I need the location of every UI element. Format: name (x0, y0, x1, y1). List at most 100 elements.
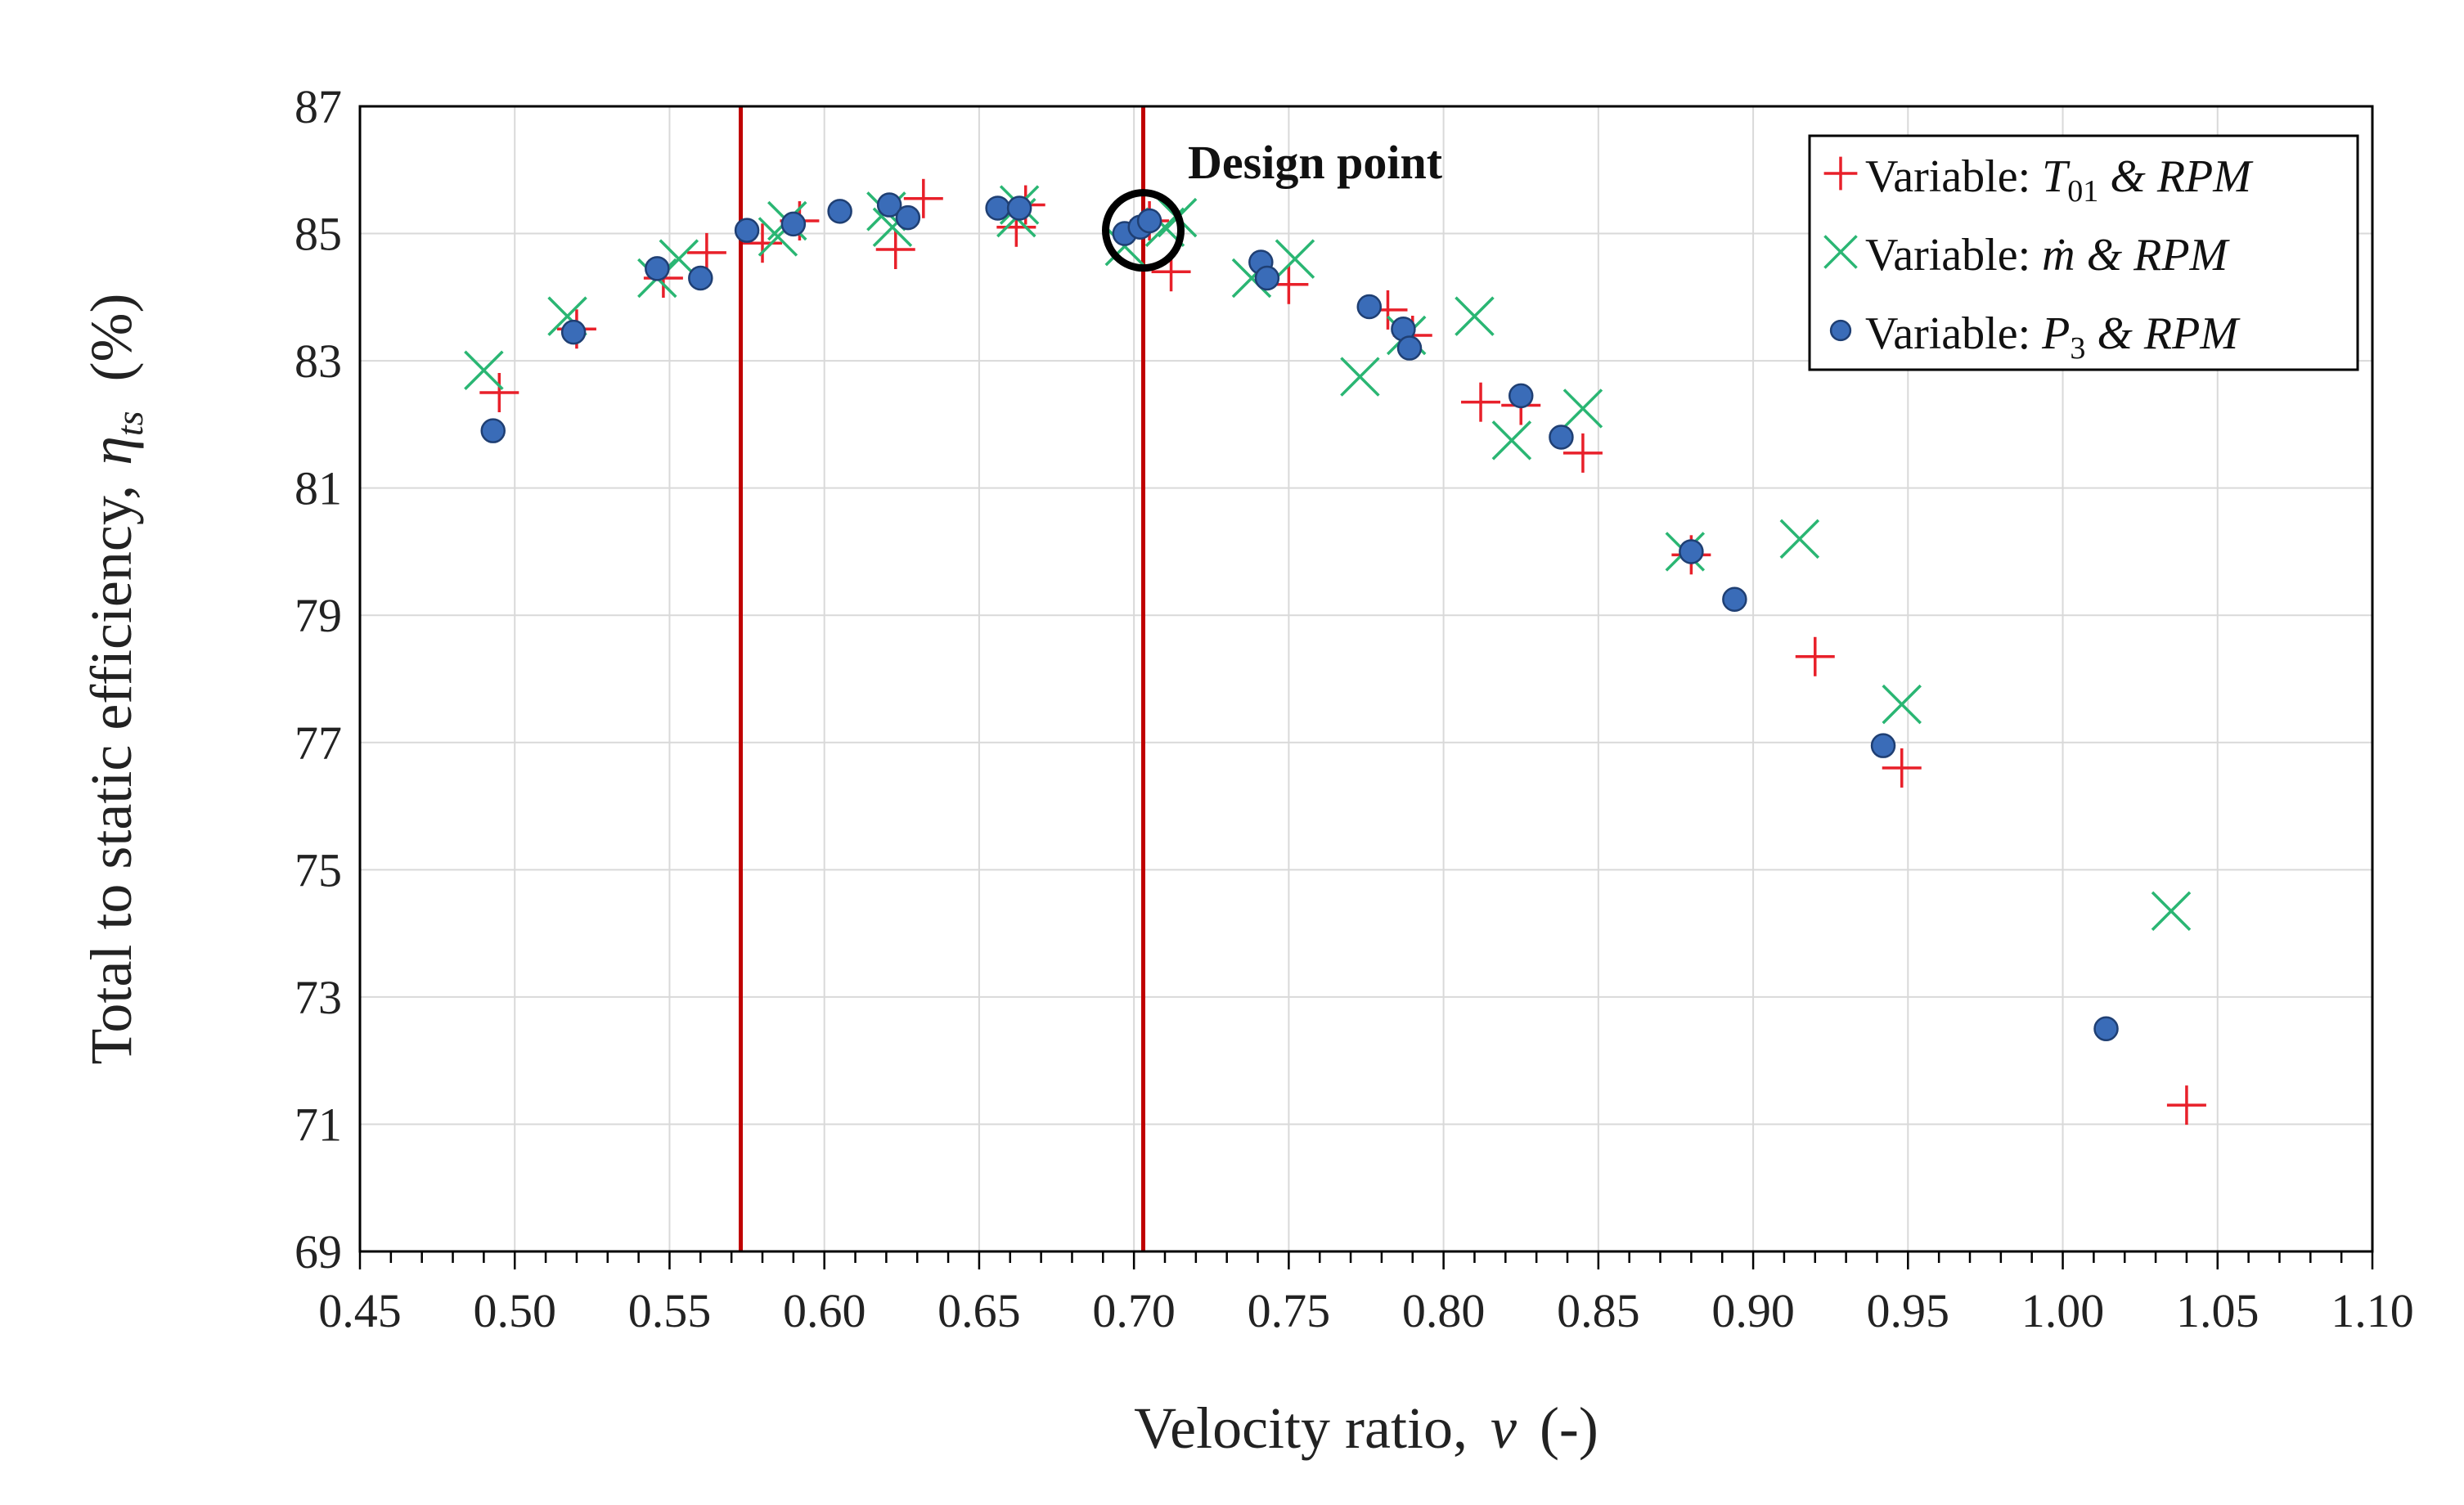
y-axis-symbol: η (79, 436, 144, 465)
x-marker (1882, 684, 1922, 725)
circle-marker (1356, 294, 1383, 320)
x-tick-label: 0.50 (473, 1284, 556, 1337)
plus-marker (2166, 1085, 2206, 1125)
plus-marker (875, 230, 915, 269)
x-tick-label: 0.65 (937, 1284, 1021, 1337)
x-tick-label: 0.90 (1711, 1284, 1795, 1337)
y-tick-label: 75 (295, 843, 342, 896)
y-tick-label: 69 (295, 1225, 342, 1278)
circle-marker (2093, 1016, 2119, 1042)
legend-symbol: T (2042, 151, 2071, 202)
y-tick-label: 71 (295, 1098, 342, 1151)
legend-prefix: Variable: (1865, 230, 2042, 281)
plus-marker (903, 178, 943, 218)
x-marker (1340, 357, 1380, 397)
x-tick-label: 0.70 (1092, 1284, 1176, 1337)
circle-marker (688, 265, 713, 291)
x-tick-label: 0.75 (1248, 1284, 1331, 1337)
x-axis-symbol: ν (1491, 1395, 1517, 1461)
legend-subscript: 01 (2067, 174, 2098, 209)
y-axis-subscript: ts (109, 411, 151, 436)
legend-entry-1: Variable: T01 & RPM (1865, 151, 2254, 209)
circle-marker (1396, 335, 1423, 361)
y-tick-label: 87 (295, 80, 342, 133)
circle-marker (985, 195, 1010, 221)
x-marker (1491, 420, 1532, 460)
x-marker (2151, 891, 2192, 932)
circle-marker (1722, 586, 1747, 613)
data-points (464, 178, 2206, 1125)
y-axis-title-text: Total to static efficiency, (79, 485, 144, 1065)
circle-marker (560, 319, 587, 345)
plot-area-frame (358, 105, 2374, 1253)
circle-marker (1829, 319, 1852, 342)
plus-marker (479, 373, 519, 412)
x-tick-label: 1.00 (2021, 1284, 2105, 1337)
circle-marker (480, 418, 506, 443)
x-marker (1455, 296, 1495, 336)
x-marker (1823, 235, 1858, 269)
legend-suffix: & RPM (2098, 151, 2254, 202)
legend-symbol: ṁ (2042, 230, 2075, 281)
y-axis-unit: (%) (79, 293, 144, 381)
circle-marker (876, 192, 902, 218)
circle-marker (1006, 195, 1032, 221)
design-point-label: Design point (1188, 136, 1443, 189)
legend-suffix: & RPM (2085, 308, 2241, 359)
y-tick-label: 73 (295, 971, 342, 1024)
plus-marker (1882, 748, 1922, 788)
legend-subscript: 3 (2070, 331, 2085, 366)
y-tick-label: 77 (295, 717, 342, 770)
x-tick-label: 1.10 (2331, 1284, 2414, 1337)
x-axis-title: Velocity ratio, ν (-) (1134, 1395, 1598, 1461)
circle-marker (895, 204, 921, 231)
circle-marker (827, 199, 852, 224)
y-tick-label: 85 (295, 208, 342, 261)
y-axis-title: Total to static efficiency, ηts (%) (79, 293, 151, 1064)
plus-marker (1562, 433, 1603, 473)
legend-prefix: Variable: (1865, 308, 2042, 359)
x-tick-label: 0.85 (1557, 1284, 1640, 1337)
x-tick-label: 0.55 (628, 1284, 712, 1337)
x-tick-label: 0.60 (783, 1284, 866, 1337)
legend-entry-2: Variable: ṁ & RPM (1865, 230, 2231, 281)
x-axis-title-text: Velocity ratio, (1134, 1395, 1468, 1461)
legend-entry-3: Variable: P3 & RPM (1865, 308, 2241, 366)
x-marker (464, 350, 504, 391)
legend-prefix: Variable: (1865, 151, 2042, 202)
design-point-circle (1102, 189, 1185, 272)
x-marker (1275, 239, 1315, 279)
circle-marker (645, 256, 670, 281)
x-tick-label: 0.95 (1867, 1284, 1950, 1337)
x-marker (1562, 389, 1603, 429)
legend-box (1808, 134, 2359, 371)
plus-marker (1795, 636, 1835, 676)
circle-marker (1508, 383, 1534, 409)
y-tick-label: 83 (295, 335, 342, 388)
x-tick-labels: 0.45 0.50 0.55 0.60 0.65 0.70 0.75 0.80 0.85 0.90… (318, 1284, 2414, 1337)
x-tick-label: 0.45 (318, 1284, 402, 1337)
y-tick-label: 81 (295, 462, 342, 515)
x-tick-label: 1.05 (2176, 1284, 2259, 1337)
plus-marker (743, 223, 782, 263)
circle-marker (1549, 425, 1574, 450)
legend-symbol: P (2041, 308, 2070, 359)
plus-marker (1823, 156, 1858, 191)
circle-marker (1679, 539, 1704, 564)
x-marker (1779, 519, 1820, 559)
legend-suffix: & RPM (2075, 230, 2231, 281)
axis-ticks (358, 1251, 2374, 1269)
series-3 (480, 192, 2119, 1042)
x-tick-label: 0.80 (1402, 1284, 1486, 1337)
plus-marker (1461, 382, 1501, 422)
circle-marker (1136, 208, 1162, 234)
circle-marker (1254, 265, 1280, 291)
circle-marker (780, 211, 807, 237)
y-tick-label: 79 (295, 589, 342, 642)
x-axis-unit: (-) (1540, 1395, 1598, 1461)
circle-marker (734, 218, 760, 243)
circle-marker (1870, 733, 1896, 758)
plus-marker (686, 232, 726, 272)
